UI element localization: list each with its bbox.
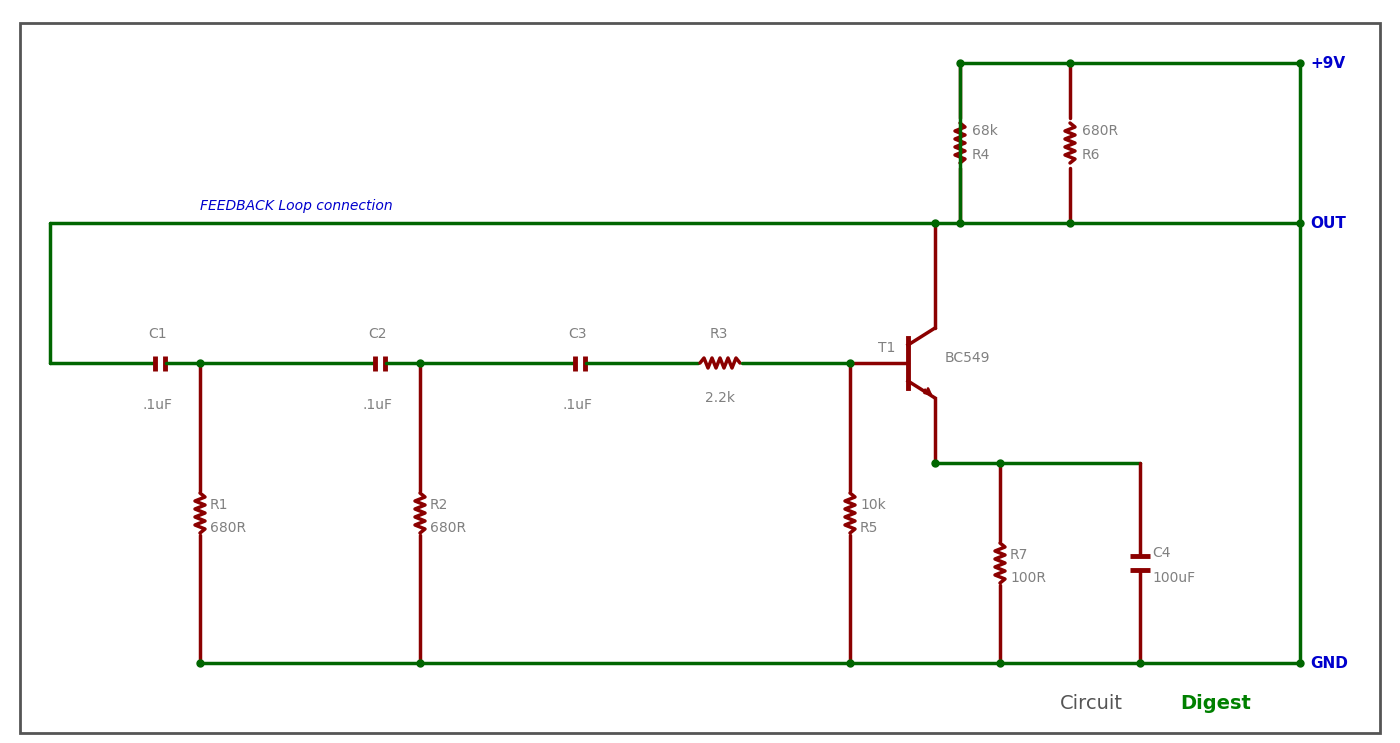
Text: 680R: 680R — [430, 521, 466, 535]
Text: R6: R6 — [1082, 148, 1100, 162]
Text: C3: C3 — [568, 327, 587, 341]
Text: 2.2k: 2.2k — [706, 391, 735, 405]
Text: 680R: 680R — [1082, 124, 1119, 138]
Text: 68k: 68k — [972, 124, 998, 138]
Text: C2: C2 — [368, 327, 386, 341]
Text: GND: GND — [1310, 655, 1348, 670]
Text: FEEDBACK Loop connection: FEEDBACK Loop connection — [200, 199, 392, 213]
Text: .1uF: .1uF — [363, 398, 392, 412]
Text: .1uF: .1uF — [561, 398, 592, 412]
Text: Digest: Digest — [1180, 694, 1250, 713]
Text: R1: R1 — [210, 498, 228, 512]
Text: C4: C4 — [1152, 546, 1170, 560]
Text: C1: C1 — [148, 327, 167, 341]
Text: OUT: OUT — [1310, 215, 1345, 230]
Text: 680R: 680R — [210, 521, 246, 535]
Text: R3: R3 — [710, 327, 728, 341]
Text: R4: R4 — [972, 148, 990, 162]
Text: BC549: BC549 — [945, 351, 991, 365]
Text: R5: R5 — [860, 521, 878, 535]
Text: R2: R2 — [430, 498, 448, 512]
Text: .1uF: .1uF — [141, 398, 172, 412]
Text: 100R: 100R — [1009, 571, 1046, 585]
Text: 10k: 10k — [860, 498, 886, 512]
Text: +9V: +9V — [1310, 56, 1345, 71]
Text: T1: T1 — [878, 341, 895, 355]
Text: 100uF: 100uF — [1152, 571, 1196, 585]
Text: Circuit: Circuit — [1060, 694, 1123, 713]
Text: R7: R7 — [1009, 548, 1029, 562]
